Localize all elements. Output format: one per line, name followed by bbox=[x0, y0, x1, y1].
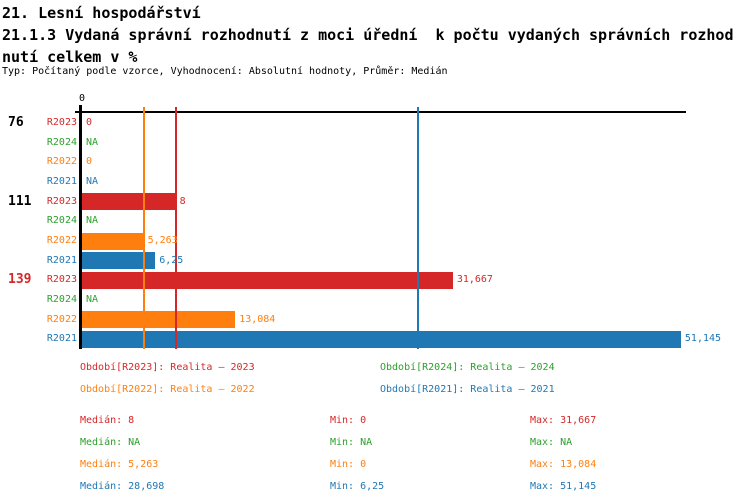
stat-min-R2022: Min: 0 bbox=[330, 459, 367, 470]
bar-value-label: NA bbox=[86, 215, 99, 227]
indicator-title-line2: nutí celkem v % bbox=[2, 48, 138, 66]
stat-median-R2024: Medián: NA bbox=[80, 437, 141, 448]
bar bbox=[82, 232, 144, 250]
series-label: R2024 bbox=[46, 136, 77, 148]
legend-item-R2023: Období[R2023]: Realita – 2023 bbox=[80, 362, 255, 373]
stat-min-R2023: Min: 0 bbox=[330, 415, 367, 426]
median-line-R2023 bbox=[175, 107, 177, 349]
bar-value-label: NA bbox=[86, 176, 99, 187]
stat-median-R2022: Medián: 5,263 bbox=[80, 459, 159, 470]
bar bbox=[82, 330, 681, 348]
series-label: R2021 bbox=[46, 333, 77, 345]
series-label: R2021 bbox=[46, 254, 77, 266]
legend-item-R2021: Období[R2021]: Realita – 2021 bbox=[380, 384, 555, 395]
legend-item-R2024: Období[R2024]: Realita – 2024 bbox=[380, 362, 555, 373]
bar-value-label: 0 bbox=[86, 117, 93, 128]
bar-value-label: 0 bbox=[86, 156, 93, 168]
series-label: R2023 bbox=[46, 195, 77, 207]
report-section-title: 21. Lesní hospodářství bbox=[2, 4, 201, 22]
bar-value-label: 51,145 bbox=[684, 333, 722, 345]
bar bbox=[82, 311, 236, 329]
y-axis-line bbox=[79, 105, 82, 349]
bar bbox=[82, 252, 156, 270]
bar-value-label: 8 bbox=[179, 195, 186, 207]
group-label: 76 bbox=[8, 115, 24, 130]
stat-max-R2021: Max: 51,145 bbox=[530, 481, 597, 492]
stat-median-R2021: Medián: 28,698 bbox=[80, 481, 165, 492]
series-label: R2022 bbox=[46, 235, 77, 246]
stat-min-R2021: Min: 6,25 bbox=[330, 481, 385, 492]
series-label: R2023 bbox=[46, 117, 77, 128]
group-label: 139 bbox=[8, 272, 32, 288]
bar-value-label: 5,263 bbox=[147, 235, 178, 246]
stat-median-R2023: Medián: 8 bbox=[80, 415, 135, 426]
series-label: R2022 bbox=[46, 313, 77, 325]
series-label: R2022 bbox=[46, 156, 77, 168]
series-label: R2024 bbox=[46, 215, 77, 227]
x-axis-tick-label: 0 bbox=[78, 93, 86, 104]
series-label: R2024 bbox=[46, 294, 77, 305]
bar bbox=[82, 271, 453, 289]
group-label: 111 bbox=[8, 193, 32, 209]
median-line-R2021 bbox=[417, 107, 419, 349]
legend-item-R2022: Období[R2022]: Realita – 2022 bbox=[80, 384, 255, 395]
median-line-R2022 bbox=[143, 107, 145, 349]
series-label: R2023 bbox=[46, 274, 77, 286]
bar bbox=[82, 193, 176, 211]
stat-min-R2024: Min: NA bbox=[330, 437, 373, 448]
bar-value-label: 6,25 bbox=[159, 254, 184, 266]
bar-value-label: 31,667 bbox=[456, 274, 493, 286]
series-label: R2021 bbox=[46, 176, 77, 187]
bar-value-label: 13,084 bbox=[239, 313, 276, 325]
indicator-title-line1: 21.1.3 Vydaná správní rozhodnutí z moci … bbox=[2, 26, 734, 44]
x-axis-line bbox=[75, 111, 686, 113]
stat-max-R2022: Max: 13,084 bbox=[530, 459, 597, 470]
bar-value-label: NA bbox=[86, 294, 99, 305]
bar-value-label: NA bbox=[86, 136, 99, 148]
stat-max-R2023: Max: 31,667 bbox=[530, 415, 597, 426]
indicator-meta: Typ: Počítaný podle vzorce, Vyhodnocení:… bbox=[2, 66, 448, 77]
stat-max-R2024: Max: NA bbox=[530, 437, 573, 448]
